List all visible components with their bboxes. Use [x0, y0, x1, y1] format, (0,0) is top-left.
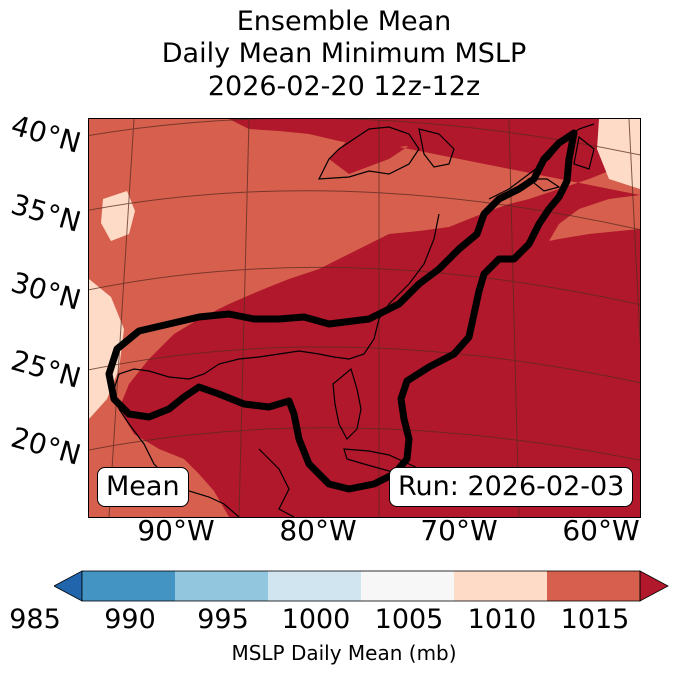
- lon-label-90w: 90°W: [137, 514, 215, 547]
- colorbar-tick-1005: 1005: [374, 604, 444, 635]
- colorbar-tick-985: 985: [9, 604, 61, 635]
- lat-label-35n: 35°N: [7, 187, 85, 239]
- map-panel: Mean Run: 2026-02-03: [88, 118, 641, 518]
- colorbar: [54, 570, 669, 602]
- mslp-fill-1005-1010-west: [89, 279, 124, 419]
- coastlines: [113, 123, 595, 517]
- mslp-fill-1005-1010-east: [597, 119, 640, 189]
- title-line-2: Daily Mean Minimum MSLP: [161, 38, 527, 69]
- lat-label-25n: 25°N: [7, 343, 85, 395]
- colorbar-extension-low: [54, 570, 83, 602]
- colorbar-segment: [361, 571, 454, 601]
- colorbar-segment: [82, 571, 175, 601]
- lat-label-40n: 40°N: [7, 108, 85, 160]
- map-canvas: [89, 119, 640, 517]
- colorbar-label: MSLP Daily Mean (mb): [231, 641, 457, 665]
- lon-label-80w: 80°W: [279, 514, 357, 547]
- colorbar-segment: [547, 571, 640, 601]
- colorbar-tick-1015: 1015: [560, 604, 630, 635]
- colorbar-tick-990: 990: [104, 604, 156, 635]
- colorbar-outline: [81, 570, 641, 602]
- mslp-fill-above-1015-north: [229, 119, 640, 159]
- colorbar-extension-high: [639, 570, 669, 602]
- colorbar-segment: [175, 571, 268, 601]
- colorbar-segment: [268, 571, 361, 601]
- lon-label-60w: 60°W: [562, 514, 640, 547]
- lat-label-20n: 20°N: [7, 420, 85, 472]
- mean-label-box: Mean: [97, 467, 189, 507]
- lat-label-30n: 30°N: [7, 265, 85, 317]
- colorbar-tick-995: 995: [197, 604, 249, 635]
- colorbar-tick-1000: 1000: [281, 604, 351, 635]
- lon-label-70w: 70°W: [420, 514, 498, 547]
- title-line-3: 2026-02-20 12z-12z: [207, 71, 481, 102]
- title-line-1: Ensemble Mean: [236, 6, 452, 37]
- colorbar-tick-1010: 1010: [467, 604, 537, 635]
- run-date-box: Run: 2026-02-03: [389, 467, 634, 507]
- mslp-contour: [105, 129, 578, 493]
- colorbar-segment: [454, 571, 547, 601]
